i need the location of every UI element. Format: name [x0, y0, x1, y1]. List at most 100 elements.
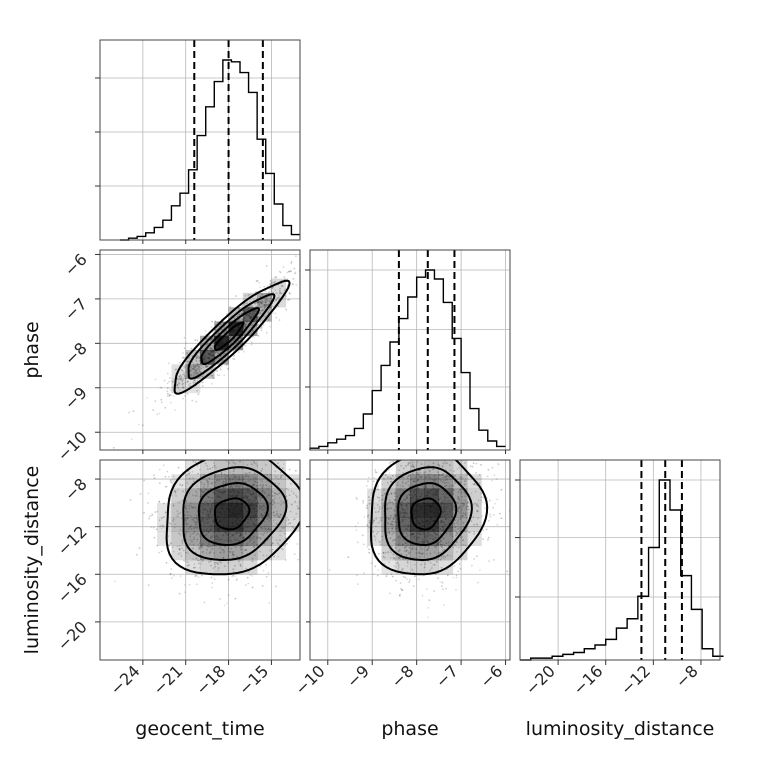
sample-point	[176, 384, 179, 387]
sample-point	[277, 453, 279, 455]
sample-point	[265, 298, 268, 301]
sample-point	[219, 439, 221, 441]
sample-point	[228, 348, 231, 351]
sample-point	[477, 517, 479, 519]
density-cell	[200, 460, 215, 475]
sample-point	[258, 302, 260, 304]
sample-point	[275, 493, 278, 495]
sample-point	[181, 542, 184, 544]
sample-point	[195, 523, 198, 526]
sample-point	[261, 293, 263, 295]
sample-point	[238, 319, 241, 322]
sample-point	[214, 466, 217, 469]
sample-point	[170, 481, 172, 484]
sample-point	[376, 574, 379, 577]
sample-point	[158, 501, 161, 503]
sample-point	[239, 546, 242, 549]
sample-point	[405, 544, 408, 547]
sample-point	[457, 495, 460, 498]
sample-point	[253, 535, 255, 538]
sample-point	[197, 393, 200, 395]
sample-point	[197, 532, 199, 535]
sample-point	[375, 471, 378, 474]
sample-point	[185, 342, 188, 345]
sample-point	[246, 464, 249, 466]
sample-point	[396, 484, 399, 486]
sample-point	[182, 356, 185, 359]
sample-point	[260, 487, 263, 489]
sample-point	[239, 563, 242, 566]
sample-point	[195, 356, 198, 359]
sample-point	[180, 377, 182, 380]
sample-point	[196, 339, 199, 341]
sample-point	[410, 438, 412, 440]
sample-point	[202, 558, 205, 561]
sample-point	[399, 544, 402, 547]
sample-point	[218, 350, 221, 353]
sample-point	[249, 574, 252, 577]
sample-point	[198, 559, 200, 562]
sample-point	[264, 299, 267, 302]
sample-point	[278, 319, 281, 321]
sample-point	[437, 463, 439, 466]
sample-point	[406, 560, 409, 562]
sample-point	[388, 507, 390, 509]
sample-point	[292, 277, 295, 280]
sample-point	[278, 465, 281, 468]
sample-point	[280, 292, 283, 295]
sample-point	[288, 494, 291, 496]
sample-point	[223, 331, 226, 334]
sample-point	[262, 300, 264, 303]
sample-point	[196, 538, 199, 541]
sample-point	[382, 504, 385, 507]
sample-point	[196, 495, 199, 497]
sample-point	[180, 369, 183, 372]
sample-point	[289, 510, 292, 513]
sample-point	[245, 323, 248, 326]
sample-point	[196, 368, 199, 370]
joint-panel-geocent_time-phase	[99, 249, 301, 451]
sample-point	[194, 526, 197, 529]
sample-point	[198, 368, 201, 371]
sample-point	[398, 549, 401, 551]
sample-point	[249, 540, 251, 543]
sample-point	[237, 319, 240, 322]
sample-point	[292, 518, 295, 521]
sample-point	[491, 479, 493, 482]
sample-point	[439, 543, 442, 546]
sample-point	[224, 485, 227, 488]
sample-point	[227, 550, 230, 552]
sample-point	[445, 475, 448, 478]
sample-point	[452, 485, 455, 487]
sample-point	[243, 401, 245, 403]
sample-point	[408, 546, 411, 549]
sample-point	[182, 397, 185, 400]
sample-point	[251, 457, 253, 459]
sample-point	[295, 469, 297, 472]
sample-point	[368, 476, 370, 479]
sample-point	[222, 556, 225, 559]
sample-point	[209, 347, 211, 350]
sample-point	[244, 475, 247, 477]
sample-point	[460, 536, 462, 539]
sample-point	[387, 518, 390, 520]
sample-point	[232, 551, 235, 553]
sample-point	[231, 575, 234, 577]
sample-point	[452, 576, 455, 579]
sample-point	[195, 372, 198, 375]
sample-point	[454, 544, 456, 546]
sample-point	[216, 358, 218, 360]
sample-point	[386, 507, 388, 510]
histogram-phase	[305, 249, 511, 451]
sample-point	[253, 461, 256, 464]
sample-point	[179, 483, 182, 486]
sample-point	[192, 375, 195, 378]
sample-point	[198, 357, 201, 359]
sample-point	[273, 502, 276, 505]
sample-point	[392, 524, 394, 526]
sample-point	[448, 485, 451, 487]
sample-point	[411, 547, 414, 550]
y-tick-label: −8	[61, 474, 91, 504]
sample-point	[221, 549, 224, 551]
sample-point	[462, 543, 465, 546]
